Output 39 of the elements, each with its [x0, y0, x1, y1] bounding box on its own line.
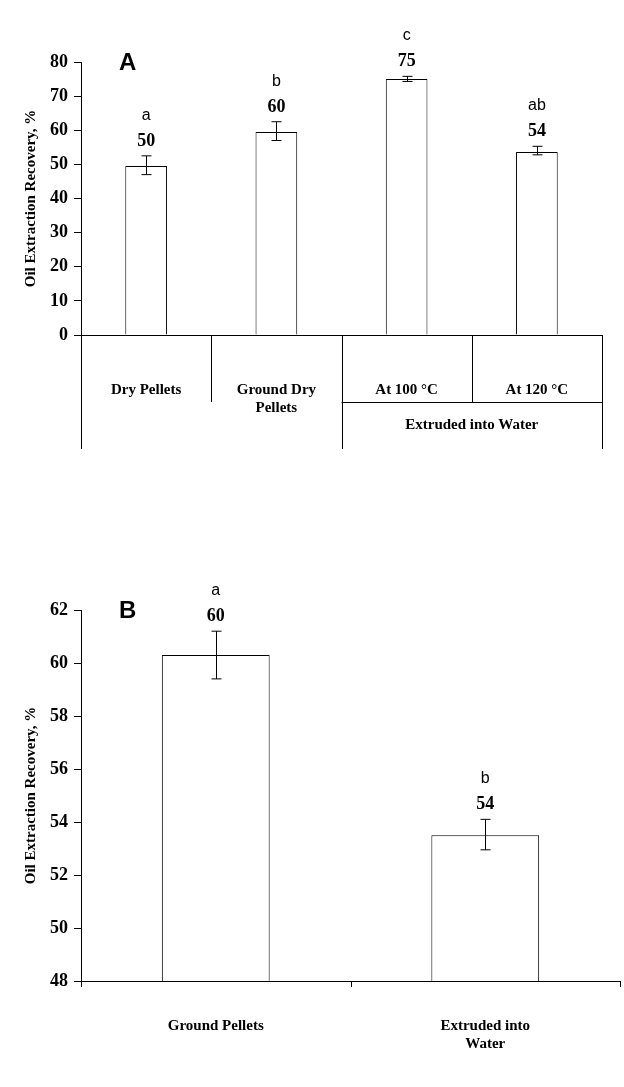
- y-tick-label: 80: [50, 50, 68, 71]
- y-axis-title: Oil Extraction Recovery, %: [21, 109, 38, 288]
- data-label: 54: [476, 793, 495, 814]
- annotation: a: [141, 105, 151, 123]
- y-tick-label: 40: [50, 187, 68, 208]
- data-label: 50: [137, 129, 156, 150]
- data-label: 75: [397, 50, 416, 71]
- y-tick-label: 52: [50, 863, 68, 884]
- text: Extruded into Water: [405, 416, 539, 432]
- y-tick-label: 54: [50, 810, 68, 831]
- data-label: 54: [527, 120, 546, 141]
- y-tick-label: 10: [50, 289, 68, 310]
- annotation: ab: [527, 96, 546, 114]
- y-tick-label: 60: [50, 651, 68, 672]
- text: c: [402, 26, 411, 44]
- y-tick-label: 62: [50, 598, 68, 619]
- y-tick-label: 60: [50, 118, 68, 139]
- y-tick-label: 30: [50, 221, 68, 242]
- annotation: b: [271, 71, 281, 89]
- y-tick-label: 58: [50, 704, 68, 725]
- y-tick-label: 0: [59, 323, 68, 344]
- text: a: [211, 581, 221, 599]
- annotation: B: [119, 596, 137, 623]
- x-tick-label: Dry Pellets: [110, 380, 182, 397]
- y-tick-label: 50: [50, 153, 68, 174]
- y-tick-label: 70: [50, 84, 68, 105]
- x-tick-label: Ground Dry Pellets: [236, 380, 317, 415]
- y-tick-label: 56: [50, 757, 68, 778]
- data-label: 60: [206, 605, 225, 626]
- y-tick-label: 50: [50, 916, 68, 937]
- y-tick-label: 20: [50, 255, 68, 276]
- data-label: 60: [267, 95, 286, 116]
- x-tick-label: At 120 °C: [505, 380, 569, 397]
- x-tick-label: At 100 °C: [375, 380, 438, 397]
- y-axis-title: Oil Extraction Recovery, %: [21, 706, 38, 885]
- annotation: A: [119, 48, 137, 75]
- x-tick-label: Ground Pellets: [167, 1016, 264, 1033]
- annotation: b: [480, 769, 490, 787]
- y-tick-label: 48: [50, 969, 68, 990]
